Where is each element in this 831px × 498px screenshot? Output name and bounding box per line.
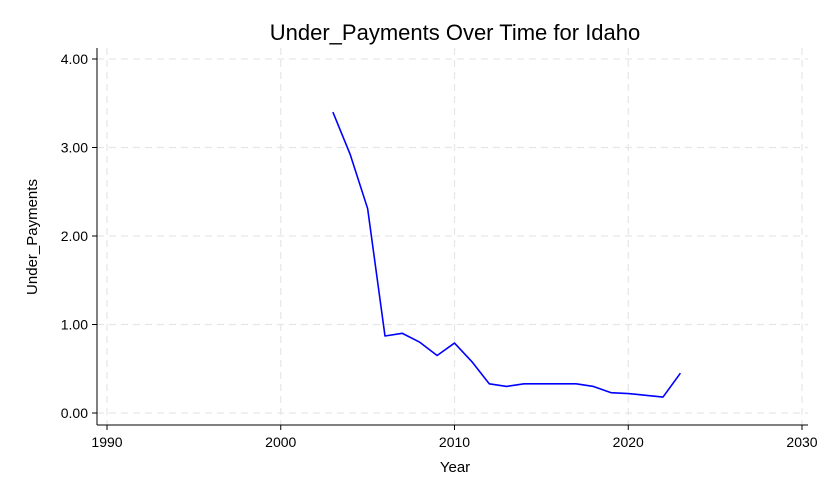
axis-ticks: 0.00 1.00 2.00 3.00 4.00 1990 2000 2010 2020 2030 [61, 51, 818, 450]
x-tick-label: 2030 [786, 434, 817, 450]
y-tick-label: 0.00 [61, 405, 88, 421]
y-tick-label: 2.00 [61, 228, 88, 244]
chart-title: Under_Payments Over Time for Idaho [270, 20, 641, 45]
y-tick-label: 4.00 [61, 51, 88, 67]
x-tick-label: 2000 [265, 434, 296, 450]
grid-lines [97, 48, 808, 425]
x-tick-label: 2020 [613, 434, 644, 450]
x-axis-title: Year [440, 459, 470, 476]
y-axis-title: Under_Payments [24, 179, 41, 295]
y-tick-label: 1.00 [61, 317, 88, 333]
series-layer [332, 111, 682, 398]
y-tick-label: 3.00 [61, 140, 88, 156]
series-line [332, 111, 682, 398]
x-tick-label: 2010 [439, 434, 470, 450]
x-tick-label: 1990 [91, 434, 122, 450]
